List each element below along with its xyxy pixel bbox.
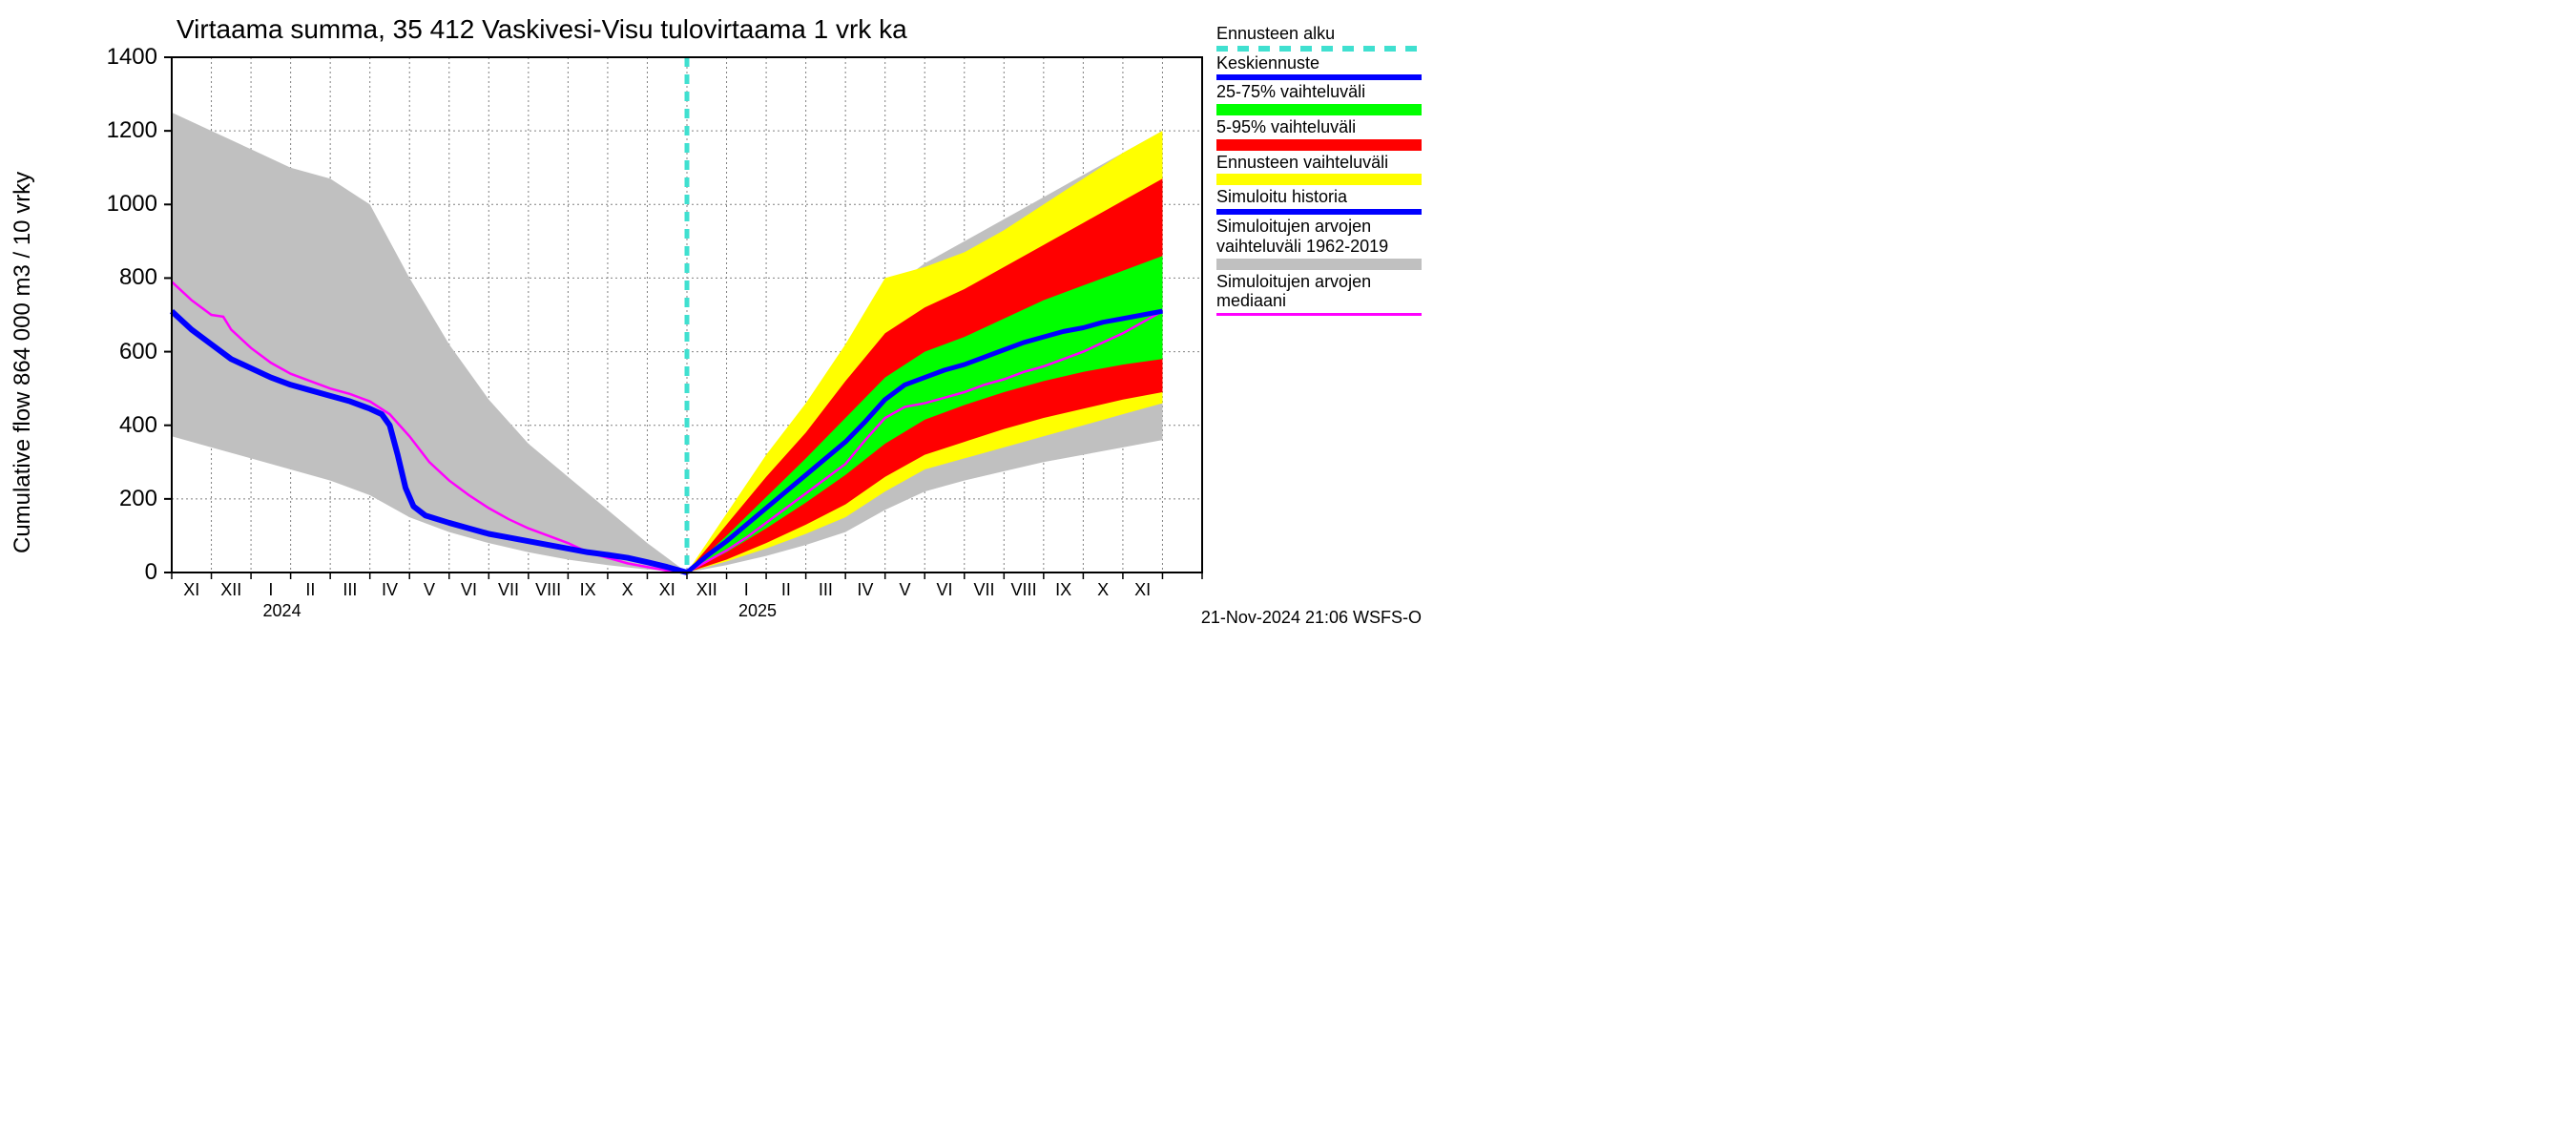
legend-swatch xyxy=(1216,259,1422,270)
footer-timestamp: 21-Nov-2024 21:06 WSFS-O xyxy=(1201,608,1422,628)
x-tick-label: IX xyxy=(580,580,596,600)
x-tick-label: XI xyxy=(659,580,675,600)
x-tick-label: I xyxy=(744,580,749,600)
x-tick-label: VIII xyxy=(535,580,561,600)
legend-swatch xyxy=(1216,104,1422,115)
x-tick-label: III xyxy=(343,580,357,600)
x-tick-label: XI xyxy=(1134,580,1151,600)
legend-label: Simuloitujen arvojen mediaani xyxy=(1216,272,1422,313)
legend-label: Ennusteen alku xyxy=(1216,24,1422,46)
y-tick-label: 600 xyxy=(119,339,157,365)
x-tick-label: XI xyxy=(183,580,199,600)
y-tick-label: 200 xyxy=(119,486,157,512)
x-tick-label: III xyxy=(819,580,833,600)
x-year-label: 2025 xyxy=(738,601,777,621)
y-tick-label: 1000 xyxy=(107,191,157,218)
y-tick-label: 1400 xyxy=(107,44,157,71)
y-tick-label: 800 xyxy=(119,264,157,291)
legend-swatch xyxy=(1216,74,1422,80)
legend-swatch xyxy=(1216,139,1422,151)
y-tick-label: 400 xyxy=(119,412,157,439)
legend-item: 25-75% vaihteluväli xyxy=(1216,82,1422,115)
legend-swatch xyxy=(1216,46,1422,52)
x-tick-label: VII xyxy=(974,580,995,600)
legend-item: Simuloitu historia xyxy=(1216,187,1422,215)
x-tick-label: II xyxy=(305,580,315,600)
x-tick-label: VII xyxy=(498,580,519,600)
x-year-label: 2024 xyxy=(263,601,301,621)
legend-item: Keskiennuste xyxy=(1216,53,1422,81)
y-tick-label: 1200 xyxy=(107,117,157,144)
x-tick-label: XII xyxy=(696,580,717,600)
legend-item: Ennusteen vaihteluväli xyxy=(1216,153,1422,186)
x-tick-label: V xyxy=(899,580,910,600)
x-tick-label: X xyxy=(622,580,634,600)
legend-label: Simuloitujen arvojen vaihteluväli 1962-2… xyxy=(1216,217,1422,258)
x-tick-label: IV xyxy=(857,580,873,600)
chart-container: Virtaama summa, 35 412 Vaskivesi-Visu tu… xyxy=(0,0,1431,635)
legend-item: Simuloitujen arvojen vaihteluväli 1962-2… xyxy=(1216,217,1422,269)
legend-item: Ennusteen alku xyxy=(1216,24,1422,52)
legend-label: Ennusteen vaihteluväli xyxy=(1216,153,1422,175)
legend: Ennusteen alku Keskiennuste 25-75% vaihtel… xyxy=(1216,24,1422,318)
legend-item: 5-95% vaihteluväli xyxy=(1216,117,1422,151)
x-tick-label: IV xyxy=(382,580,398,600)
x-tick-label: VI xyxy=(936,580,952,600)
x-tick-label: II xyxy=(781,580,791,600)
x-tick-label: XII xyxy=(220,580,241,600)
y-tick-label: 0 xyxy=(145,559,157,586)
legend-label: Keskiennuste xyxy=(1216,53,1422,75)
legend-swatch xyxy=(1216,209,1422,215)
x-tick-label: VI xyxy=(461,580,477,600)
x-tick-label: IX xyxy=(1055,580,1071,600)
x-tick-label: I xyxy=(268,580,273,600)
legend-label: 5-95% vaihteluväli xyxy=(1216,117,1422,139)
legend-label: Simuloitu historia xyxy=(1216,187,1422,209)
legend-label: 25-75% vaihteluväli xyxy=(1216,82,1422,104)
x-tick-label: VIII xyxy=(1011,580,1037,600)
legend-swatch xyxy=(1216,313,1422,316)
legend-item: Simuloitujen arvojen mediaani xyxy=(1216,272,1422,316)
x-tick-label: X xyxy=(1097,580,1109,600)
x-tick-label: V xyxy=(424,580,435,600)
legend-swatch xyxy=(1216,174,1422,185)
